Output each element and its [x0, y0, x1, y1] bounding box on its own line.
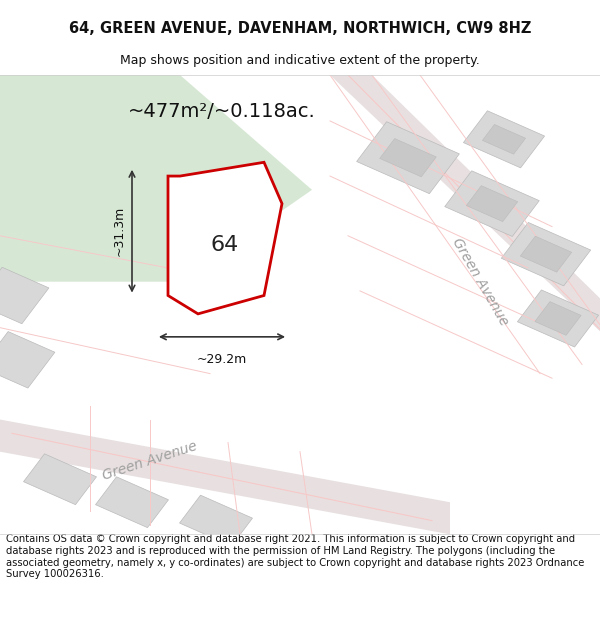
Polygon shape	[179, 495, 253, 546]
Polygon shape	[0, 268, 49, 324]
Polygon shape	[356, 122, 460, 194]
Polygon shape	[520, 236, 572, 272]
Text: ~477m²/~0.118ac.: ~477m²/~0.118ac.	[128, 102, 316, 121]
Text: Green Avenue: Green Avenue	[101, 439, 199, 483]
Text: Green Avenue: Green Avenue	[449, 236, 511, 328]
Polygon shape	[463, 111, 545, 168]
Polygon shape	[502, 222, 590, 286]
Text: 64: 64	[211, 235, 239, 255]
Polygon shape	[482, 124, 526, 154]
Text: Contains OS data © Crown copyright and database right 2021. This information is : Contains OS data © Crown copyright and d…	[6, 534, 584, 579]
Polygon shape	[95, 477, 169, 528]
Text: ~31.3m: ~31.3m	[113, 206, 126, 256]
Text: Map shows position and indicative extent of the property.: Map shows position and indicative extent…	[120, 54, 480, 67]
Polygon shape	[517, 290, 599, 347]
Polygon shape	[380, 139, 436, 177]
Polygon shape	[535, 302, 581, 335]
Polygon shape	[445, 171, 539, 236]
Polygon shape	[0, 419, 450, 534]
Polygon shape	[23, 454, 97, 504]
Polygon shape	[168, 162, 282, 314]
Polygon shape	[330, 75, 600, 360]
Text: 64, GREEN AVENUE, DAVENHAM, NORTHWICH, CW9 8HZ: 64, GREEN AVENUE, DAVENHAM, NORTHWICH, C…	[69, 21, 531, 36]
Polygon shape	[0, 332, 55, 388]
Polygon shape	[466, 186, 518, 222]
Polygon shape	[0, 75, 312, 282]
Text: ~29.2m: ~29.2m	[197, 353, 247, 366]
